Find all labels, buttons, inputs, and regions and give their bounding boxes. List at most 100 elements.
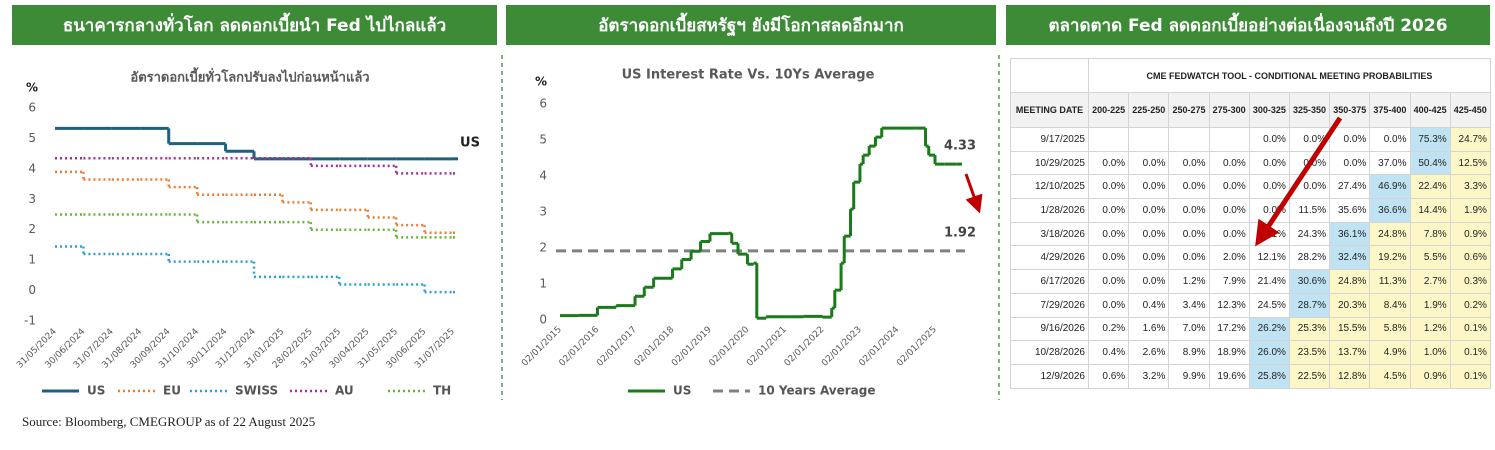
probability-cell: 0.6% — [1087, 363, 1130, 389]
y-tick-label: 0 — [539, 313, 547, 327]
probability-cell: 46.9% — [1369, 174, 1411, 200]
probability-cell: 27.4% — [1329, 174, 1371, 200]
legend-label: US — [673, 384, 691, 398]
probability-cell: 36.1% — [1329, 221, 1371, 247]
data-label: 4.33 — [944, 139, 976, 154]
probability-cell: 6.1% — [1248, 221, 1290, 247]
y-tick-label: 4 — [28, 161, 36, 175]
annotation: US — [460, 136, 480, 151]
chart-title: US Interest Rate Vs. 10Ys Average — [622, 68, 875, 83]
probability-cell: 1.2% — [1168, 269, 1210, 294]
probability-cell: 35.6% — [1329, 198, 1371, 223]
probability-cell: 9.9% — [1168, 363, 1210, 389]
meeting-date: 7/29/2026 — [1010, 292, 1089, 318]
meeting-date: 3/18/2026 — [1010, 221, 1089, 247]
probability-cell: 19.6% — [1208, 363, 1250, 389]
probability-cell: 0.1% — [1449, 363, 1491, 389]
probability-cell: 0.0% — [1288, 174, 1331, 200]
probability-cell: 0.0% — [1248, 127, 1290, 152]
probability-cell: 20.3% — [1329, 292, 1371, 318]
column-header: 375-400 — [1369, 92, 1411, 128]
meeting-date: 4/29/2026 — [1010, 245, 1089, 271]
probability-cell: 7.9% — [1208, 269, 1250, 294]
probability-cell: 3.2% — [1128, 363, 1170, 389]
probability-cell: 0.0% — [1288, 127, 1331, 152]
probability-cell: 3.4% — [1168, 292, 1210, 318]
probability-cell: 0.0% — [1128, 245, 1170, 271]
panel-header: ธนาคารกลางทั่วโลก ลดดอกเบี้ยนำ Fed ไปไกล… — [12, 5, 497, 45]
probability-cell: 24.7% — [1449, 127, 1491, 152]
y-tick-label: 3 — [28, 192, 36, 206]
probability-cell: 18.9% — [1208, 340, 1250, 365]
probability-cell: 26.2% — [1248, 316, 1290, 342]
probability-cell: 12.5% — [1449, 150, 1491, 176]
data-label: 1.92 — [944, 225, 976, 240]
probability-cell: 26.0% — [1248, 340, 1290, 365]
probability-cell: 28.2% — [1288, 245, 1331, 271]
probability-cell: 1.9% — [1409, 292, 1451, 318]
probability-cell: 1.6% — [1128, 316, 1170, 342]
probability-cell: 2.6% — [1128, 340, 1170, 365]
table-row: 12/10/2025 0.0% 0.0% 0.0% 0.0% 0.0% 0.0% 27.4% 4… — [1010, 174, 1491, 200]
column-header: 200-225 — [1087, 92, 1130, 128]
column-header: 400-425 — [1409, 92, 1451, 128]
probability-cell: 0.0% — [1248, 150, 1290, 176]
column-header: 350-375 — [1329, 92, 1371, 128]
probability-cell: 0.0% — [1087, 198, 1130, 223]
meeting-date: 1/28/2026 — [1010, 198, 1089, 223]
y-tick-label: 4 — [539, 169, 547, 183]
probability-cell: 0.0% — [1208, 198, 1250, 223]
probability-cell: 30.6% — [1288, 269, 1331, 294]
arrow — [964, 173, 983, 214]
column-header: MEETING DATE — [1010, 92, 1089, 128]
meeting-date: 9/17/2025 — [1010, 127, 1089, 152]
probability-cell: 0.4% — [1087, 340, 1130, 365]
probability-cell: 12.3% — [1208, 292, 1250, 318]
probability-cell: 0.0% — [1248, 174, 1290, 200]
charts: อัตราดอกเบี้ยทั่วโลกปรับลงไปก่อนหน้าแล้ว… — [15, 55, 1000, 400]
probability-table: CME FEDWATCH TOOL - CONDITIONAL MEETING … — [1010, 58, 1491, 389]
x-tick-label: 02/01/2025 — [895, 325, 939, 369]
legend-label: TH — [433, 384, 451, 398]
y-label: % — [26, 81, 38, 95]
y-tick-label: -1 — [24, 314, 36, 328]
probability-cell: 0.0% — [1128, 150, 1170, 176]
probability-cell: 0.1% — [1449, 316, 1491, 342]
column-header: 300-325 — [1248, 92, 1290, 128]
probability-cell: 0.6% — [1449, 245, 1491, 271]
panel-header: ตลาดตาด Fed ลดดอกเบี้ยอย่างต่อเนื่องจนถึ… — [1006, 5, 1490, 45]
probability-cell: 1.0% — [1409, 340, 1451, 365]
y-tick-label: 1 — [539, 277, 547, 291]
probability-cell: 0.4% — [1128, 292, 1170, 318]
probability-cell: 24.5% — [1248, 292, 1290, 318]
probability-cell: 17.2% — [1208, 316, 1250, 342]
column-header: 225-250 — [1128, 92, 1170, 128]
probability-cell: 2.0% — [1208, 245, 1250, 271]
probability-cell: 25.8% — [1248, 363, 1290, 389]
probability-cell: 5.8% — [1369, 316, 1411, 342]
title-row: CME FEDWATCH TOOL - CONDITIONAL MEETING … — [1010, 58, 1491, 93]
table-row: 9/16/2026 0.2% 1.6% 7.0% 17.2% 26.2% 25.3% 15.5… — [1010, 316, 1491, 342]
probability-cell — [1168, 127, 1210, 152]
probability-cell: 25.3% — [1288, 316, 1331, 342]
table-row: 12/9/2026 0.6% 3.2% 9.9% 19.6% 25.8% 22.5% 12.8… — [1010, 363, 1491, 389]
y-tick-label: 1 — [28, 253, 36, 267]
probability-cell: 0.0% — [1329, 127, 1371, 152]
probability-cell: 75.3% — [1409, 127, 1451, 152]
probability-cell: 11.5% — [1288, 198, 1331, 223]
probability-cell: 0.0% — [1128, 198, 1170, 223]
y-tick-label: 6 — [28, 101, 36, 115]
probability-cell: 0.3% — [1449, 269, 1491, 294]
probability-cell: 14.4% — [1409, 198, 1451, 223]
probability-cell: 32.4% — [1329, 245, 1371, 271]
probability-cell: 0.0% — [1208, 221, 1250, 247]
legend-label: AU — [335, 384, 354, 398]
probability-cell: 0.0% — [1208, 174, 1250, 200]
probability-cell: 0.0% — [1248, 198, 1290, 223]
probability-cell: 0.0% — [1168, 221, 1210, 247]
probability-cell: 21.4% — [1248, 269, 1290, 294]
probability-cell: 0.0% — [1087, 269, 1130, 294]
y-tick-label: 5 — [28, 131, 36, 145]
probability-cell: 0.0% — [1168, 174, 1210, 200]
